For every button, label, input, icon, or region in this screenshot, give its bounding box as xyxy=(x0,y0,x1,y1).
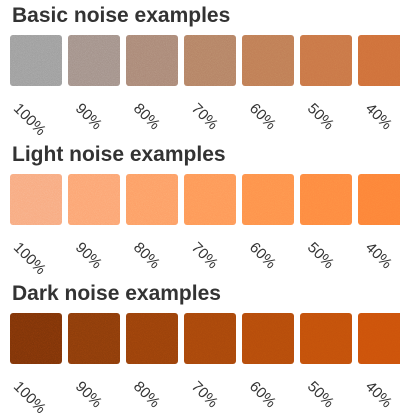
noise-swatch-40 xyxy=(358,313,400,364)
noise-swatch-80 xyxy=(126,174,178,225)
noise-swatch-70 xyxy=(184,313,236,364)
noise-swatch-70 xyxy=(184,35,236,86)
noise-swatch-90 xyxy=(68,35,120,86)
noise-swatch-50 xyxy=(300,35,352,86)
section-title: Light noise examples xyxy=(12,143,226,166)
noise-swatch-60 xyxy=(242,174,294,225)
opacity-label: 50% xyxy=(303,378,338,412)
noise-swatch-80 xyxy=(126,35,178,86)
section-title: Dark noise examples xyxy=(12,282,221,305)
opacity-label: 70% xyxy=(187,378,222,412)
opacity-label: 70% xyxy=(187,100,222,134)
opacity-label: 90% xyxy=(71,378,106,412)
section-title: Basic noise examples xyxy=(12,4,231,27)
opacity-label: 60% xyxy=(245,100,280,134)
noise-swatch-50 xyxy=(300,313,352,364)
opacity-label: 60% xyxy=(245,239,280,273)
opacity-label: 40% xyxy=(361,100,396,134)
dark-noise-section: Dark noise examples 100% 90% 80% 70% 60%… xyxy=(0,278,400,417)
noise-swatch-70 xyxy=(184,174,236,225)
noise-swatch-40 xyxy=(358,35,400,86)
noise-swatch-40 xyxy=(358,174,400,225)
noise-swatch-60 xyxy=(242,313,294,364)
opacity-label: 100% xyxy=(9,100,50,140)
noise-swatch-100 xyxy=(10,313,62,364)
noise-swatch-90 xyxy=(68,174,120,225)
opacity-label: 90% xyxy=(71,100,106,134)
opacity-label: 80% xyxy=(129,378,164,412)
opacity-label: 80% xyxy=(129,100,164,134)
opacity-label: 100% xyxy=(9,378,50,418)
noise-swatch-100 xyxy=(10,35,62,86)
opacity-label: 50% xyxy=(303,100,338,134)
opacity-label: 80% xyxy=(129,239,164,273)
noise-swatch-60 xyxy=(242,35,294,86)
basic-noise-section: Basic noise examples 100% 90% 80% 70% 60… xyxy=(0,0,400,139)
noise-swatch-100 xyxy=(10,174,62,225)
noise-swatch-50 xyxy=(300,174,352,225)
opacity-label: 100% xyxy=(9,239,50,279)
opacity-label: 90% xyxy=(71,239,106,273)
noise-swatch-90 xyxy=(68,313,120,364)
opacity-label: 60% xyxy=(245,378,280,412)
light-noise-section: Light noise examples 100% 90% 80% 70% 60… xyxy=(0,139,400,278)
opacity-label: 40% xyxy=(361,239,396,273)
noise-swatch-80 xyxy=(126,313,178,364)
opacity-label: 40% xyxy=(361,378,396,412)
opacity-label: 50% xyxy=(303,239,338,273)
opacity-label: 70% xyxy=(187,239,222,273)
